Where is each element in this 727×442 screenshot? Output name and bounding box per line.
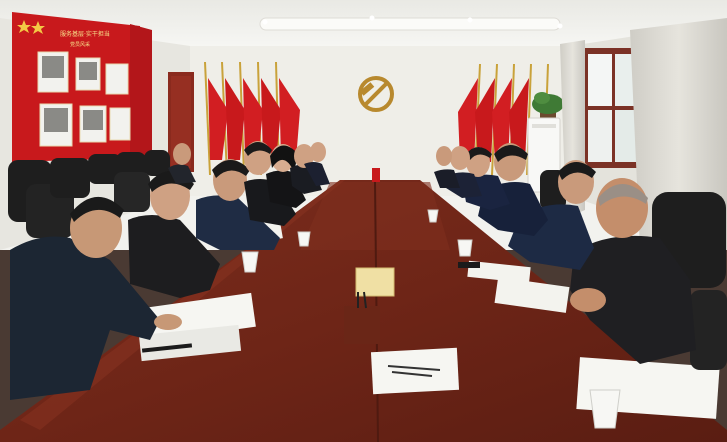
star-icon [17, 20, 31, 33]
flag [492, 78, 512, 162]
flag [458, 78, 478, 162]
person [128, 171, 220, 298]
paper-cup [241, 251, 259, 273]
person [244, 141, 296, 226]
chair [690, 290, 727, 370]
board-heading: 服务基层·实干担当 [60, 30, 110, 38]
chair [144, 150, 170, 176]
people-left-row [10, 141, 330, 400]
flag [208, 78, 228, 160]
phone [458, 262, 480, 268]
chair [114, 172, 150, 212]
chair [50, 158, 90, 198]
person [266, 144, 306, 208]
flag [509, 78, 529, 162]
notebook [138, 324, 242, 362]
person [10, 196, 182, 400]
paper-cup [457, 239, 473, 257]
paper-stack [467, 260, 531, 284]
person [570, 178, 696, 364]
ceiling [0, 0, 727, 50]
display-board: 服务基层·实干担当 党员风采 [12, 12, 152, 162]
paper-stack [494, 277, 570, 313]
paper-cup [427, 209, 439, 223]
paper-cup [589, 389, 621, 429]
nameplate [372, 168, 380, 182]
photo-frame [105, 63, 129, 95]
paper-cup [297, 231, 311, 247]
table-items [138, 168, 720, 429]
board-subheading: 党员风采 [70, 41, 90, 48]
people-right-row [434, 143, 696, 364]
tissue-box [355, 267, 395, 297]
flag [225, 78, 245, 160]
chair [88, 154, 122, 184]
potted-plant [532, 92, 564, 120]
paper-stack [370, 347, 460, 395]
flag [261, 78, 281, 160]
person [196, 159, 280, 250]
chairs-left [8, 150, 170, 238]
pen-holder [344, 306, 380, 344]
party-emblem [358, 76, 394, 112]
pen [141, 343, 193, 353]
flag [475, 78, 495, 162]
photo-frame [109, 107, 131, 141]
flag [243, 78, 263, 160]
person [304, 142, 330, 186]
person [434, 146, 460, 188]
person [168, 143, 196, 184]
star-icon [31, 21, 45, 34]
flag-cluster-left [204, 61, 300, 176]
flag [279, 78, 300, 160]
